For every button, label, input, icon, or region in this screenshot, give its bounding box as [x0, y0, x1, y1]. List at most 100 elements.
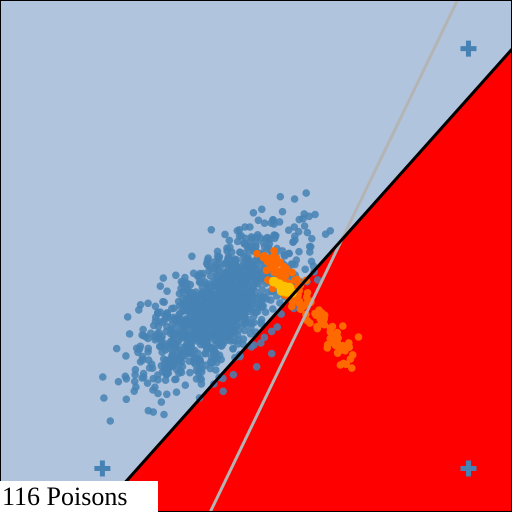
clean-point — [144, 356, 153, 364]
clean-point — [244, 252, 252, 260]
clean-point — [305, 212, 314, 221]
clean-point — [153, 330, 162, 338]
clean-point — [209, 347, 218, 356]
clean-point — [285, 249, 293, 258]
clean-point — [219, 281, 228, 290]
clean-point — [100, 394, 108, 402]
clean-point — [239, 335, 248, 343]
clean-point — [291, 232, 299, 241]
clean-point — [166, 344, 174, 353]
clean-point — [214, 265, 222, 274]
centroid-markers-layer — [94, 40, 477, 477]
clean-point — [180, 319, 189, 328]
clean-point — [229, 295, 238, 303]
poison-point — [317, 320, 326, 328]
clean-point — [213, 271, 222, 280]
clean-point — [156, 282, 165, 291]
clean-point — [112, 344, 121, 353]
clean-point — [305, 242, 314, 251]
clean-point — [235, 226, 244, 234]
clean-point — [192, 315, 201, 323]
clean-point — [199, 306, 207, 315]
clean-point — [221, 230, 229, 239]
poison-point — [345, 339, 353, 347]
clean-point — [172, 388, 181, 397]
clean-point — [290, 223, 299, 231]
poison-point — [317, 308, 326, 317]
clean-point — [215, 252, 224, 261]
plus-marker — [460, 460, 477, 477]
clean-point — [149, 321, 158, 330]
clean-point — [158, 339, 166, 347]
clean-point — [217, 355, 225, 364]
clean-point — [190, 305, 198, 314]
clean-point — [197, 375, 206, 384]
clean-point — [254, 264, 263, 273]
poison-point — [326, 324, 335, 332]
poisoned-decision-boundary — [97, 46, 512, 512]
clean-point — [204, 284, 212, 293]
clean-point — [252, 242, 260, 250]
clean-point — [295, 247, 303, 256]
clean-point — [179, 343, 188, 352]
poison-point — [253, 249, 261, 258]
clean-point — [237, 232, 246, 240]
clean-point — [308, 234, 316, 243]
clean-point — [246, 297, 254, 306]
clean-point — [123, 313, 132, 321]
poison-point — [337, 346, 346, 354]
clean-point — [213, 290, 222, 299]
clean-point — [252, 363, 261, 371]
poison-core-point — [268, 276, 279, 287]
poison-point — [348, 364, 356, 372]
clean-point — [186, 368, 194, 377]
clean-point — [176, 366, 185, 375]
clean-point — [276, 192, 285, 201]
clean-point — [157, 362, 166, 370]
clean-point — [269, 305, 277, 313]
clean-point — [151, 302, 160, 311]
clean-point — [162, 356, 171, 365]
positive-class-region — [98, 0, 512, 512]
clean-point — [106, 417, 115, 425]
clean-point — [258, 286, 267, 294]
clean-point — [221, 329, 229, 338]
clean-point — [247, 233, 256, 241]
clean-point — [219, 387, 227, 396]
clean-point — [284, 226, 293, 234]
clean-point — [253, 307, 262, 316]
clean-point — [247, 323, 255, 332]
poison-point — [280, 266, 288, 275]
poison-points-layer — [253, 247, 363, 372]
clean-point — [196, 269, 204, 278]
clean-point — [202, 338, 210, 347]
clean-point — [163, 287, 171, 296]
poison-point — [346, 355, 355, 363]
clean-point — [267, 327, 276, 336]
clean-point — [261, 308, 270, 317]
clean-point — [122, 352, 130, 360]
clean-point — [257, 299, 265, 307]
clean-point — [302, 189, 311, 197]
poison-core-point — [276, 285, 287, 296]
clean-point — [163, 309, 171, 317]
plus-marker — [94, 460, 111, 477]
clean-point — [183, 301, 191, 310]
clean-point — [238, 311, 246, 320]
clean-point — [306, 248, 314, 256]
clean-point — [175, 302, 184, 310]
clean-point — [261, 235, 270, 243]
poison-point — [270, 247, 278, 255]
clean-point — [212, 278, 220, 286]
clean-point — [180, 278, 188, 287]
clean-point — [144, 344, 153, 353]
clean-point — [169, 351, 178, 359]
clean-point — [136, 301, 145, 309]
clean-point — [221, 268, 229, 277]
clean-point — [154, 389, 162, 398]
clean-point — [245, 245, 253, 254]
clean-point — [158, 368, 167, 376]
clean-point — [278, 207, 287, 216]
clean-point — [254, 216, 263, 225]
clean-point — [209, 324, 218, 333]
